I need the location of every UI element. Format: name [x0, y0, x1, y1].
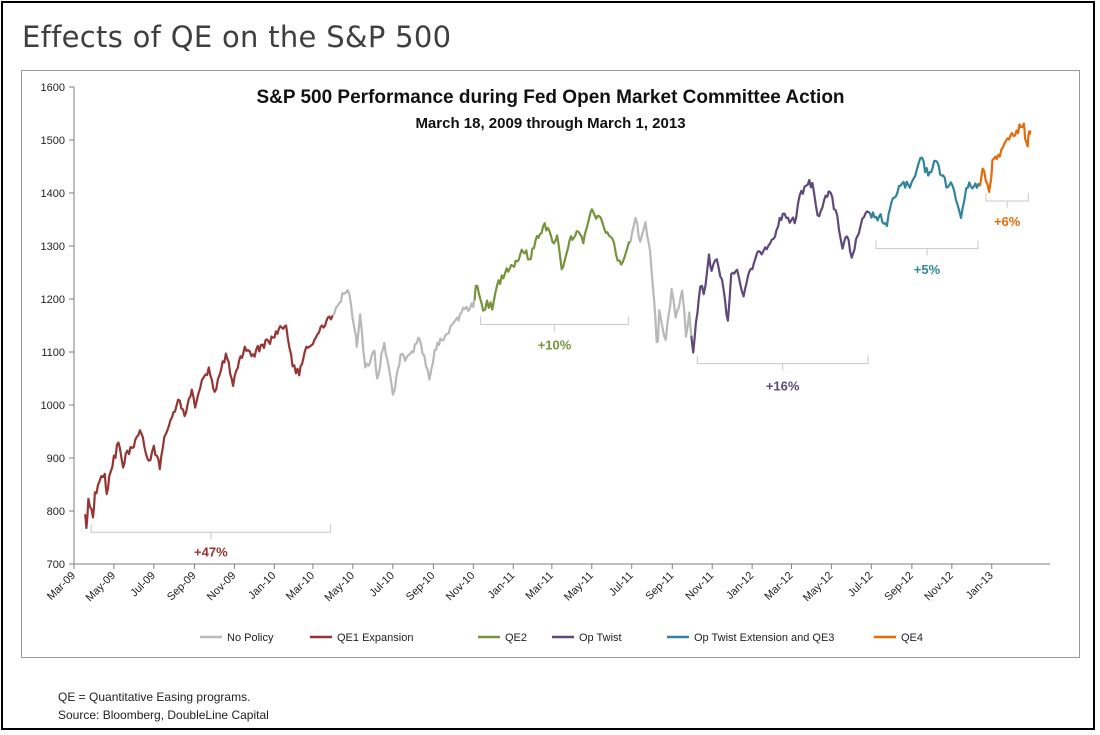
bracket-+16%	[696, 355, 869, 365]
x-tick-label: Jul-09	[128, 570, 158, 600]
bracket-+5%	[875, 240, 979, 250]
x-tick-label: Mar-12	[762, 570, 795, 603]
sp500-line-chart: 700 800 900 1000 1100 1200 1300 1400 1500 1600 Mar…	[41, 82, 1050, 644]
x-tick-label: Jul-12	[846, 570, 876, 600]
annotation-label: +6%	[994, 214, 1021, 229]
y-tick-label: 900	[47, 453, 65, 465]
chart-title: S&P 500 Performance during Fed Open Mark…	[256, 87, 845, 108]
series-line-op-twist-extension-and-qe3	[868, 156, 981, 227]
legend-label: QE2	[505, 632, 527, 644]
y-tick-label: 1400	[41, 188, 65, 200]
legend-label: QE1 Expansion	[337, 632, 413, 644]
y-tick-label: 1500	[41, 135, 65, 147]
x-tick-label: Jan-12	[724, 570, 756, 602]
x-tick-label: Jul-11	[607, 570, 636, 599]
series-line-no-policy	[629, 216, 693, 344]
y-tick-label: 1100	[41, 347, 65, 359]
x-tick-label: Jan-11	[486, 570, 518, 602]
bracket-+6%	[985, 192, 1029, 202]
x-tick-label: Jul-10	[367, 570, 397, 600]
x-tick-label: May-10	[323, 570, 357, 604]
series-line-qe2	[473, 208, 631, 312]
bracket-+47%	[90, 524, 332, 533]
chart-container: S&P 500 Performance during Fed Open Mark…	[21, 70, 1080, 658]
legend-label: Op Twist	[579, 632, 622, 644]
x-tick-label: Sep-10	[404, 570, 438, 604]
x-tick-label: Nov-11	[683, 570, 716, 603]
x-tick-label: Nov-10	[444, 570, 478, 604]
footnote-source: Source: Bloomberg, DoubleLine Capital	[58, 708, 269, 722]
x-tick-label: Mar-10	[284, 570, 317, 603]
x-tick-label: Sep-11	[643, 570, 676, 603]
annotation-label: +16%	[766, 378, 800, 393]
annotation-label: +10%	[538, 338, 572, 353]
legend-label: Op Twist Extension and QE3	[694, 632, 834, 644]
y-tick-label: 1000	[41, 400, 65, 412]
x-tick-label: Jan-10	[246, 570, 278, 602]
legend-label: QE4	[901, 632, 923, 644]
legend-label: No Policy	[227, 632, 274, 644]
x-tick-label: May-12	[801, 570, 835, 604]
x-tick-label: Nov-12	[922, 570, 956, 604]
annotation-label: +47%	[194, 544, 228, 559]
annotation-label: +5%	[914, 262, 941, 277]
page-title: Effects of QE on the S&P 500	[22, 20, 452, 54]
x-tick-label: Mar-09	[45, 570, 78, 603]
footnote-definition: QE = Quantitative Easing programs.	[58, 690, 251, 704]
x-tick-label: Mar-11	[523, 570, 556, 603]
x-tick-label: May-11	[562, 570, 596, 604]
x-tick-label: Nov-09	[205, 570, 239, 604]
chart-subtitle: March 18, 2009 through March 1, 2013	[415, 115, 686, 132]
series-line-no-policy	[331, 288, 476, 396]
x-tick-label: Jan-13	[964, 570, 996, 602]
series-line-qe1-expansion	[84, 314, 334, 530]
x-tick-label: Sep-12	[882, 570, 916, 604]
y-tick-label: 700	[47, 559, 65, 571]
x-tick-label: Sep-09	[165, 570, 199, 604]
series-line-op-twist	[690, 178, 871, 354]
bracket-+10%	[480, 316, 629, 325]
y-tick-label: 1300	[41, 241, 65, 253]
y-tick-label: 1600	[41, 82, 65, 94]
y-tick-label: 1200	[41, 294, 65, 306]
y-tick-label: 800	[47, 506, 65, 518]
x-tick-label: May-09	[84, 570, 118, 604]
series-line-qe4	[978, 122, 1032, 193]
